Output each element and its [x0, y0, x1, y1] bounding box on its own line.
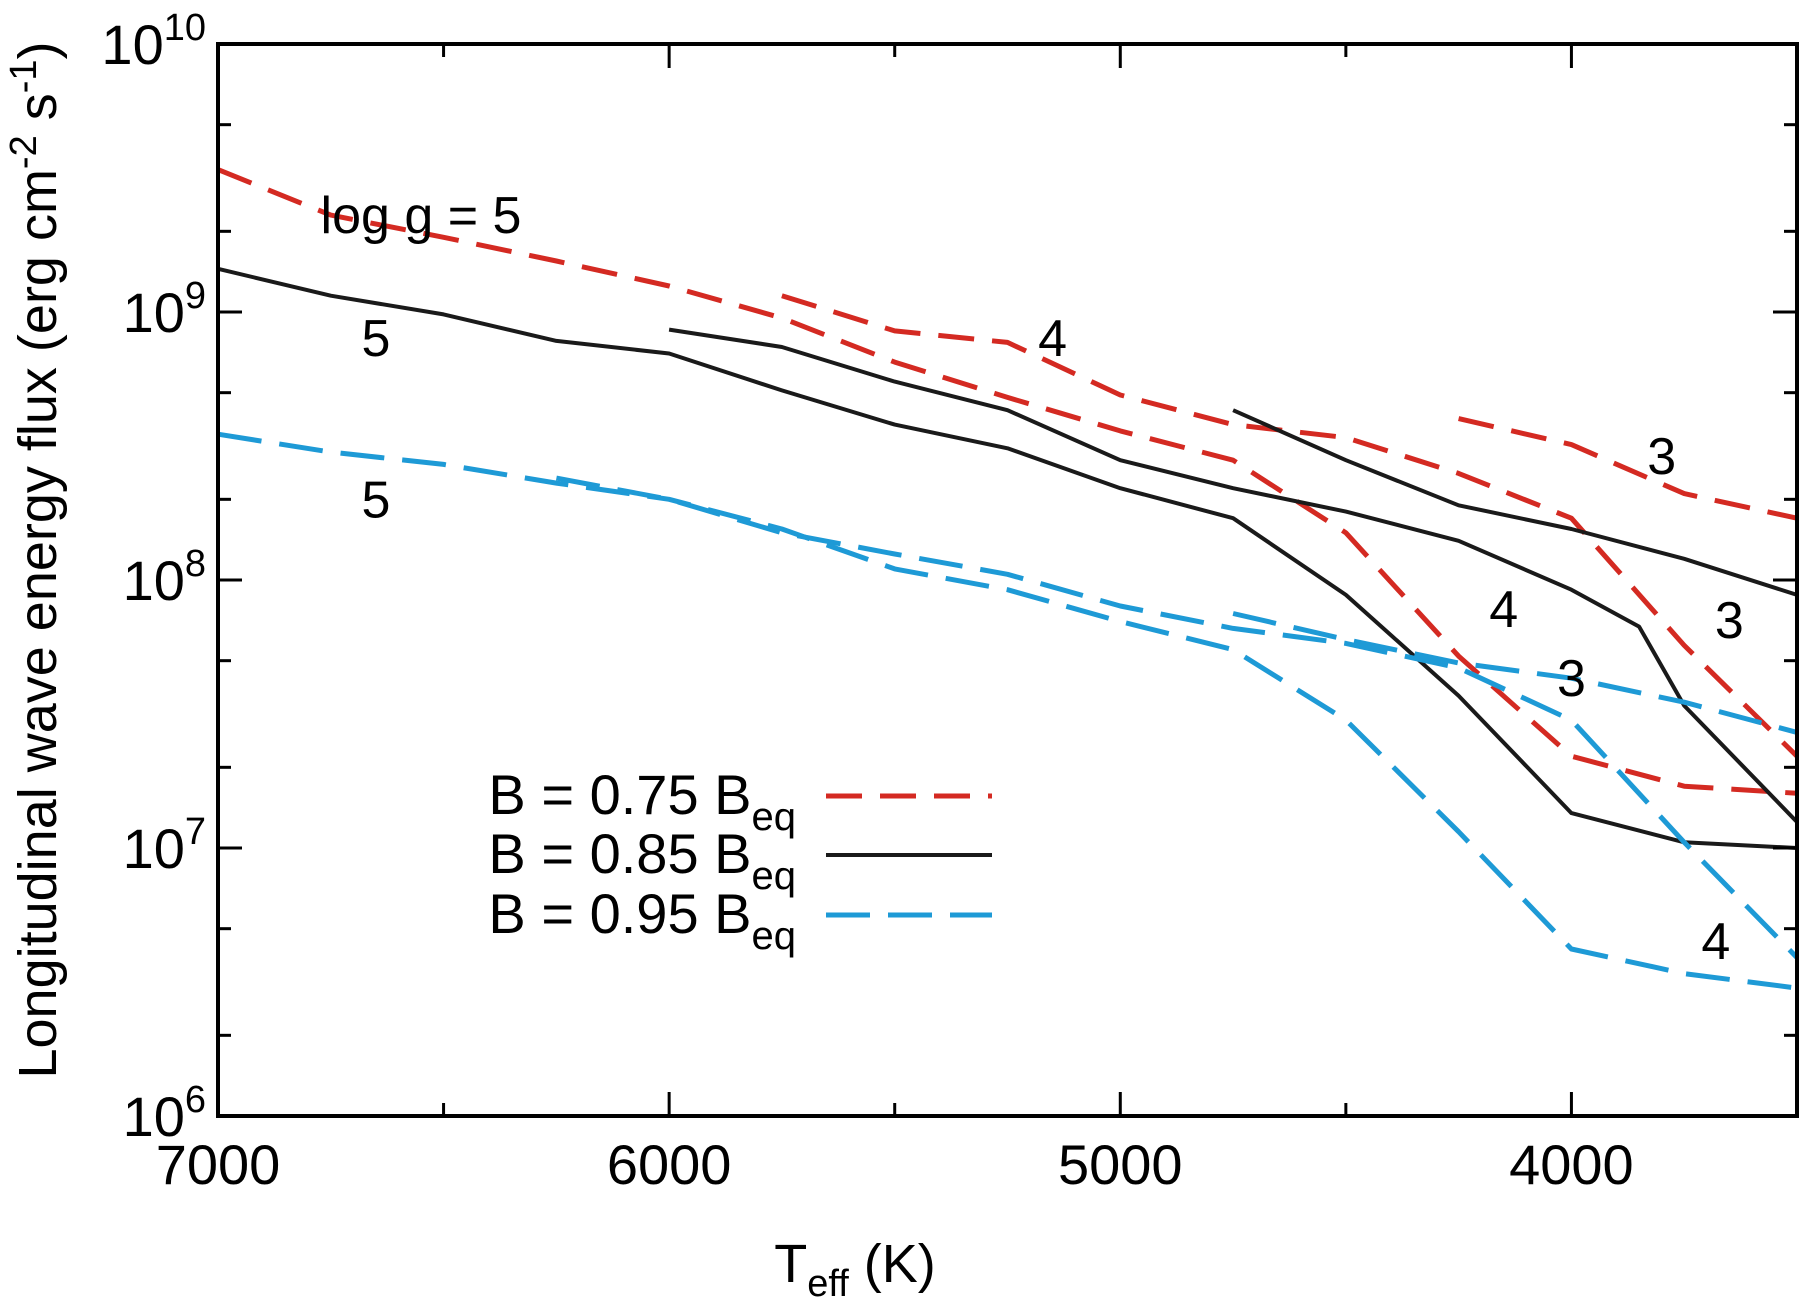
curve-label: log g = 5	[321, 187, 522, 245]
series-line-black-5	[1232, 408, 1798, 597]
y-tick-label: 106	[123, 1079, 206, 1148]
series-line-blue-8	[1232, 611, 1798, 735]
series-line-red-0	[217, 167, 1798, 796]
x-axis-title-rest: (K)	[849, 1234, 936, 1294]
legend-label: B = 0.75 Beq	[488, 763, 796, 839]
x-axis-title: Teff (K)	[774, 1234, 936, 1304]
x-axis-title-sub: eff	[807, 1263, 849, 1304]
y-tick-label: 1010	[101, 7, 206, 76]
x-tick-label: 7000	[156, 1133, 281, 1196]
legend-label: B = 0.85 Beq	[488, 822, 796, 898]
y-axis-title-sup2: -1	[3, 59, 45, 93]
series-line-black-4	[668, 327, 1799, 824]
axes: 7000 6000 5000 4000 106 107 108 109 1010	[101, 7, 1799, 1196]
curve-label: 4	[1489, 581, 1518, 639]
curve-label: 4	[1701, 913, 1730, 971]
y-axis-title-end: )	[8, 41, 68, 59]
curve-label: 5	[361, 471, 390, 529]
y-tick-label: 107	[123, 811, 206, 880]
plot-series	[217, 167, 1799, 991]
x-axis-title-base: T	[774, 1234, 807, 1294]
y-tick-label: 109	[123, 275, 206, 344]
svg-text:Longitudinal wave energy flux: Longitudinal wave energy flux (erg cm-2 …	[3, 41, 68, 1078]
y-axis-title-mid: s	[8, 93, 68, 135]
curve-label: 3	[1557, 650, 1586, 708]
y-axis-title-sup1: -2	[3, 135, 45, 169]
series-line-red-1	[781, 293, 1799, 758]
series-line-blue-6	[217, 431, 1798, 991]
x-tick-label: 4000	[1509, 1133, 1634, 1196]
curve-label: 3	[1715, 592, 1744, 650]
curve-label: 4	[1038, 310, 1067, 368]
y-axis-title-main: Longitudinal wave energy flux (erg cm	[8, 169, 68, 1078]
y-axis-title: Longitudinal wave energy flux (erg cm-2 …	[3, 41, 68, 1078]
y-tick-label: 108	[123, 543, 206, 612]
x-tick-label: 6000	[607, 1133, 732, 1196]
series-line-blue-7	[555, 475, 1799, 960]
series-line-red-2	[1458, 416, 1798, 521]
curve-label: 5	[361, 310, 390, 368]
legend-label: B = 0.95 Beq	[488, 882, 796, 958]
svg-text:Teff (K): Teff (K)	[774, 1234, 936, 1304]
x-tick-label: 5000	[1058, 1133, 1183, 1196]
series-line-black-3	[217, 266, 1798, 850]
curve-label: 3	[1647, 428, 1676, 486]
